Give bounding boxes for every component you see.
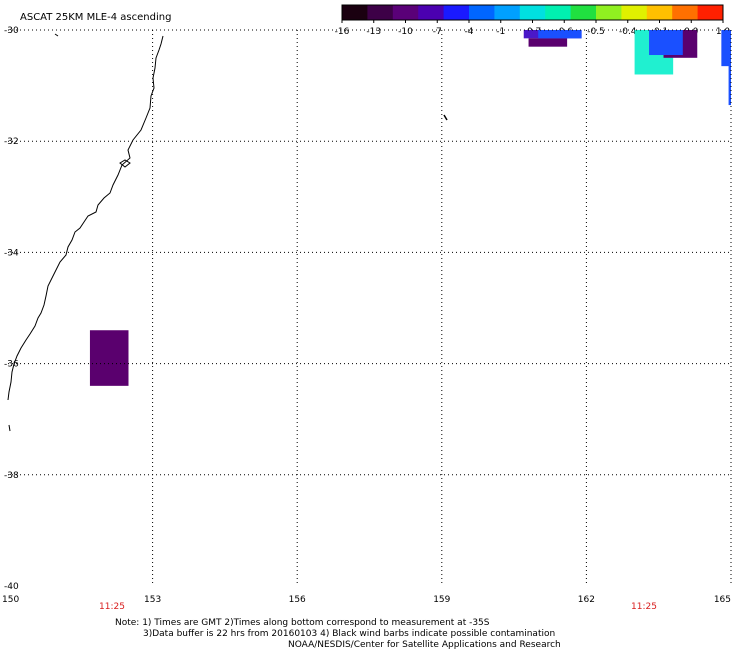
longitude-label: 165 (714, 595, 731, 605)
color-bar-segment (570, 5, 597, 20)
color-bar-segment (596, 5, 622, 20)
longitude-label: 153 (144, 595, 161, 605)
latitude-label: -34 (4, 248, 19, 258)
figure-title: ASCAT 25KM MLE-4 ascending (20, 12, 171, 23)
time-mark-right: 11:25 (631, 602, 657, 612)
color-bar-segment (392, 5, 419, 20)
scatterometer-swath (721, 30, 731, 67)
color-bar-tick-label: -16 (335, 27, 350, 37)
latitude-label: -32 (4, 137, 19, 147)
longitude-label: 150 (2, 595, 19, 605)
coastline-australia (7, 35, 164, 401)
color-bar-segment (367, 5, 394, 20)
coastline-island-small (8, 424, 11, 432)
frame-corner-mark (54, 33, 59, 37)
latitude-label: -40 (4, 582, 19, 592)
island-speck (443, 114, 448, 121)
latitude-label: -36 (4, 360, 19, 370)
color-bar-segment (621, 5, 648, 20)
map-panel: -30 -32 -34 -36 -38 -40 150 153 156 159 162 165 11… (2, 26, 732, 612)
footer-notes: Note: 1) Times are GMT 2)Times along bot… (115, 618, 561, 650)
color-bar-segment (697, 5, 724, 20)
scatterometer-swath (728, 63, 731, 106)
color-bar-segment (469, 5, 495, 20)
color-bar-tick-label: -0.4 (619, 27, 637, 37)
scatterometer-swath (89, 330, 129, 386)
scatterometer-swath (649, 30, 683, 56)
color-bar-tick-label: -4 (465, 27, 474, 37)
time-mark-left: 11:25 (99, 602, 125, 612)
footer-note-line2: 3)Data buffer is 22 hrs from 20160103 4)… (143, 629, 555, 639)
color-bar-segment (672, 5, 699, 20)
longitude-label: 159 (433, 595, 450, 605)
longitude-label: 162 (578, 595, 595, 605)
color-bar-segment (418, 5, 445, 20)
scatterometer-swath (528, 38, 568, 47)
color-bar-segment (342, 5, 368, 20)
color-bar-segment (545, 5, 572, 20)
color-bar-segment (646, 5, 673, 20)
color-bar-tick-label: -10 (398, 27, 413, 37)
footer-note-line1: Note: 1) Times are GMT 2)Times along bot… (115, 618, 490, 628)
color-bar-tick-label: -7 (433, 27, 442, 37)
color-bar-tick-label: -0.5 (587, 27, 605, 37)
color-bar-segment (443, 5, 470, 20)
longitude-label: 156 (289, 595, 306, 605)
color-bar-tick-label: -13 (366, 27, 381, 37)
color-bar-tick-label: -1 (496, 27, 505, 37)
latitude-label: -30 (4, 26, 19, 36)
color-bar-segment (519, 5, 546, 20)
latitude-label: -38 (4, 471, 19, 481)
color-bar-segment (494, 5, 521, 20)
footer-credit: NOAA/NESDIS/Center for Satellite Applica… (288, 640, 561, 650)
scatterometer-swath (538, 30, 582, 39)
coastline-inlet (119, 159, 131, 168)
